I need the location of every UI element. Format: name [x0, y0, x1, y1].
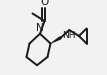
Text: O: O — [40, 0, 49, 7]
Text: N: N — [36, 23, 44, 33]
Text: NH: NH — [62, 31, 76, 40]
